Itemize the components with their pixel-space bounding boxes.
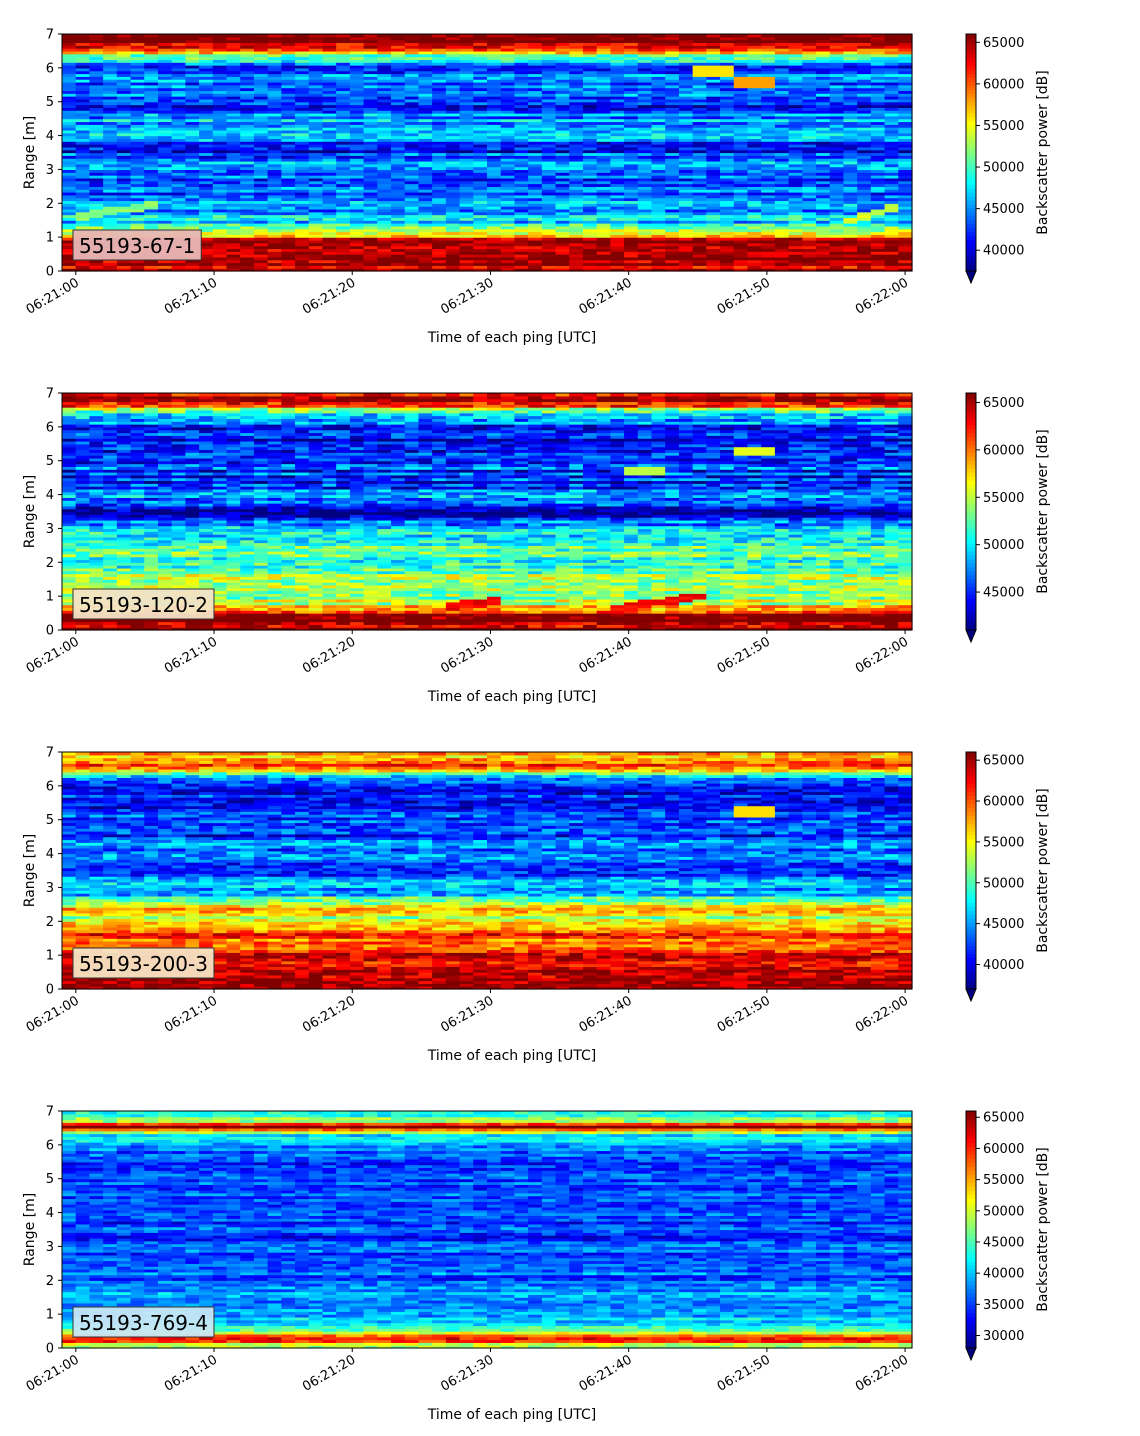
heatmap-cell xyxy=(583,34,597,37)
heatmap-cell xyxy=(350,34,364,37)
heatmap-cell xyxy=(391,34,405,37)
heatmap-cell xyxy=(185,34,199,37)
heatmap-cell xyxy=(761,34,775,37)
heatmap-cell xyxy=(295,34,309,37)
heatmap-cell xyxy=(720,34,734,37)
heatmap-cell xyxy=(227,34,241,37)
heatmap-cell xyxy=(309,34,323,37)
heatmap-cell xyxy=(158,34,172,37)
heatmap-cell xyxy=(542,34,556,37)
heatmap-cell xyxy=(62,34,76,37)
heatmap-cell xyxy=(418,34,432,37)
heatmap-cell xyxy=(597,34,611,37)
heatmap-cell xyxy=(377,34,391,37)
heatmap-cell xyxy=(460,34,474,37)
heatmap-cell xyxy=(89,34,103,37)
heatmap-cell xyxy=(775,34,789,37)
heatmap-cell xyxy=(816,34,830,37)
heatmap-cell xyxy=(240,34,254,37)
heatmap-cell xyxy=(610,34,624,37)
heatmap-cell xyxy=(103,34,117,37)
heatmap-cell xyxy=(693,34,707,37)
heatmap-cell xyxy=(528,34,542,37)
heatmap-cell xyxy=(144,34,158,37)
heatmap-cell xyxy=(843,34,857,37)
heatmap-cell xyxy=(556,34,570,37)
heatmap-cell xyxy=(213,34,227,37)
heatmap-cell xyxy=(322,34,336,37)
heatmap-cell xyxy=(734,34,748,37)
heatmap-cell xyxy=(857,34,871,37)
heatmap-cell xyxy=(569,34,583,37)
heatmap-cell xyxy=(706,34,720,37)
heatmap-cell xyxy=(473,34,487,37)
heatmap-cell xyxy=(131,34,145,37)
heatmap-cell xyxy=(446,34,460,37)
heatmap-cell xyxy=(172,34,186,37)
heatmap-cell xyxy=(76,34,90,37)
heatmap-cell xyxy=(117,34,131,37)
heatmap-cell xyxy=(199,34,213,37)
heatmap-cell xyxy=(501,34,515,37)
heatmap-cell xyxy=(638,34,652,37)
heatmap-cell xyxy=(830,34,844,37)
heatmap-cell xyxy=(624,34,638,37)
heatmap-cell xyxy=(652,34,666,37)
heatmap-cell xyxy=(665,34,679,37)
heatmap-cell xyxy=(336,34,350,37)
heatmap-cell xyxy=(281,34,295,37)
heatmap-cell xyxy=(364,34,378,37)
heatmap-cell xyxy=(432,34,446,37)
heatmap-cell xyxy=(487,34,501,37)
heatmap-cell xyxy=(802,34,816,37)
heatmap-cell xyxy=(268,34,282,37)
heatmap-cell xyxy=(405,34,419,37)
heatmap-cell xyxy=(747,34,761,37)
heatmap-cell xyxy=(789,34,803,37)
heatmap-cell xyxy=(254,34,268,37)
heatmap-cell xyxy=(514,34,528,37)
heatmap-cell xyxy=(679,34,693,37)
